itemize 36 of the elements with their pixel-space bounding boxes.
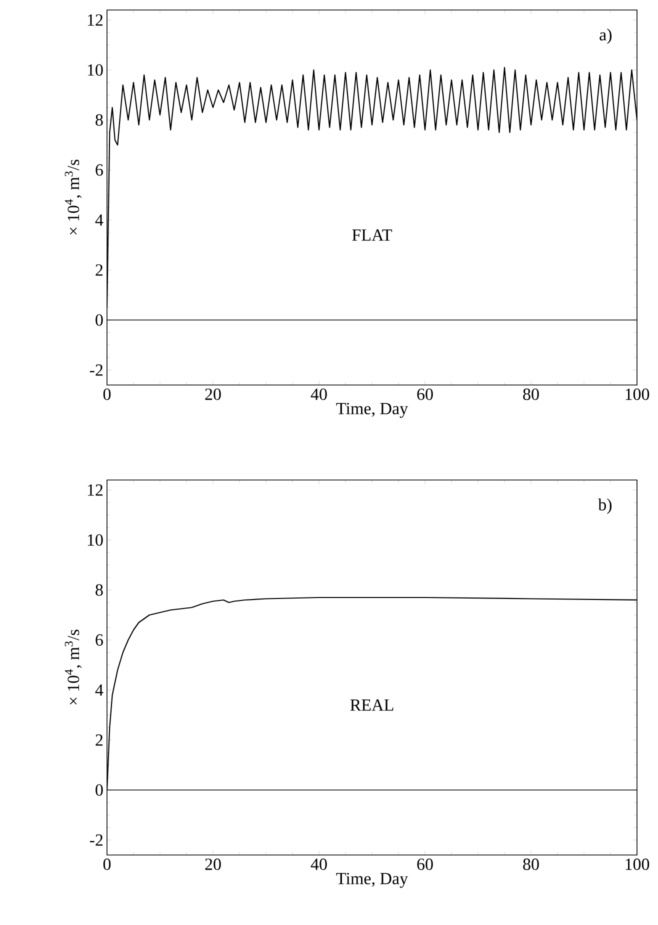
y-tick-label: 10 bbox=[88, 64, 103, 76]
y-tick-label: 10 bbox=[88, 534, 103, 546]
x-axis-title: Time, Day bbox=[336, 872, 408, 888]
y-tick-label: 2 bbox=[96, 264, 103, 276]
y-axis-title: × 10$^{4}$, m$^{3}$/s bbox=[64, 160, 82, 235]
annotation: a) bbox=[600, 28, 612, 44]
x-tick-label: 40 bbox=[310, 388, 327, 400]
x-tick-label: 0 bbox=[103, 388, 111, 400]
annotation: b) bbox=[598, 498, 612, 514]
y-tick-label: 4 bbox=[95, 684, 104, 696]
y-tick-label: 8 bbox=[96, 114, 103, 126]
x-tick-label: 60 bbox=[417, 388, 433, 400]
x-tick-label: 20 bbox=[205, 388, 221, 400]
y-tick-label: 4 bbox=[95, 214, 104, 226]
x-tick-label: 20 bbox=[205, 858, 221, 870]
annotation: REAL bbox=[350, 699, 394, 711]
x-tick-label: 60 bbox=[417, 858, 433, 870]
y-tick-label: 12 bbox=[88, 14, 103, 26]
y-tick-label: 0 bbox=[96, 314, 103, 326]
y-tick-label: 6 bbox=[96, 634, 103, 646]
y-tick-label: -2 bbox=[90, 834, 103, 846]
x-tick-label: 100 bbox=[626, 388, 650, 400]
y-axis-title: × 10$^{4}$, m$^{3}$/s bbox=[64, 630, 82, 705]
x-tick-label: 80 bbox=[523, 858, 539, 870]
x-tick-label: 100 bbox=[626, 858, 650, 870]
y-tick-label: 12 bbox=[88, 484, 103, 496]
x-tick-label: 80 bbox=[523, 388, 539, 400]
y-tick-label: 6 bbox=[96, 164, 103, 176]
y-tick-label: -2 bbox=[90, 364, 103, 376]
x-tick-label: 40 bbox=[310, 858, 327, 870]
y-tick-label: 8 bbox=[96, 584, 103, 596]
y-tick-label: 2 bbox=[96, 734, 103, 746]
y-tick-label: 0 bbox=[96, 784, 103, 796]
x-tick-label: 0 bbox=[103, 858, 111, 870]
x-axis-title: Time, Day bbox=[336, 402, 408, 418]
annotation: FLAT bbox=[352, 229, 392, 241]
